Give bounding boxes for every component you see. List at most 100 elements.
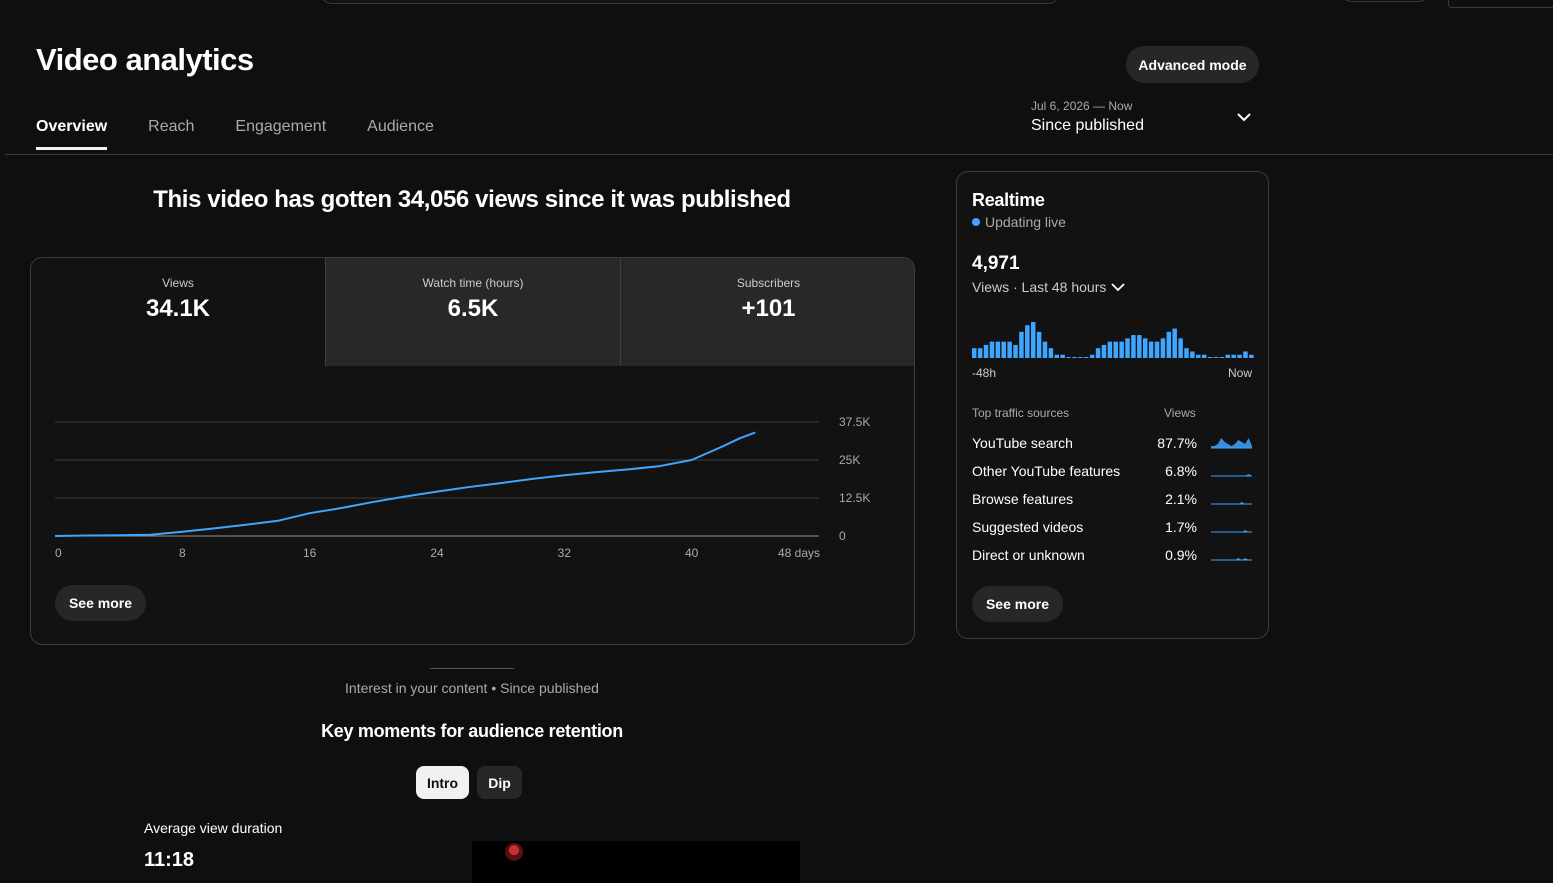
traffic-sources-header: Top traffic sources Views <box>972 406 1255 420</box>
tab-audience[interactable]: Audience <box>367 118 434 135</box>
realtime-bar <box>1113 341 1118 358</box>
traffic-source-percent: 6.8% <box>1165 463 1197 479</box>
realtime-card: Realtime Updating live 4,971 Views · Las… <box>956 171 1269 639</box>
traffic-sparkline <box>1211 474 1252 477</box>
advanced-mode-button[interactable]: Advanced mode <box>1126 46 1259 83</box>
realtime-bar <box>1054 354 1060 358</box>
key-moments-title: Key moments for audience retention <box>321 721 623 741</box>
y-tick-label: 0 <box>839 529 846 543</box>
views-series-line <box>54 431 756 537</box>
traffic-source-name: Browse features <box>972 491 1074 507</box>
traffic-source-row: Direct or unknown 0.9% <box>972 547 1255 567</box>
header-button-secondary[interactable] <box>1448 0 1553 8</box>
realtime-bar <box>1119 341 1124 358</box>
date-range-picker[interactable]: Jul 6, 2026 — Now Since published <box>1031 99 1259 139</box>
metric-tab-subscribers[interactable]: Subscribers +101 <box>620 258 914 366</box>
section-divider <box>430 668 514 669</box>
x-tick-label: 40 <box>685 546 699 560</box>
realtime-bar <box>1060 354 1065 358</box>
chip-intro[interactable]: Intro <box>416 766 469 799</box>
x-tick-label: 48 days <box>778 546 820 560</box>
traffic-sparkline <box>1211 438 1252 449</box>
traffic-source-name: YouTube search <box>972 435 1073 451</box>
date-range-text: Jul 6, 2026 — Now <box>1031 99 1133 113</box>
y-tick-label: 37.5K <box>839 415 870 429</box>
search-bar[interactable] <box>320 0 1060 4</box>
page-title: Video analytics <box>36 42 254 77</box>
traffic-source-row: Suggested videos 1.7% <box>972 519 1255 539</box>
realtime-bar <box>1036 331 1042 358</box>
realtime-bar <box>1231 354 1236 358</box>
realtime-axis-start: -48h <box>972 366 997 380</box>
traffic-sources-title: Top traffic sources <box>972 406 1070 420</box>
channel-logo-icon <box>505 843 523 861</box>
realtime-bar <box>1066 357 1071 358</box>
video-thumbnail[interactable] <box>472 841 800 883</box>
metric-tab-views[interactable]: Views 34.1K <box>31 258 325 366</box>
x-tick-label: 32 <box>558 546 572 560</box>
realtime-bar <box>1042 341 1048 358</box>
traffic-source-row: YouTube search 87.7% <box>972 435 1255 455</box>
live-status: Updating live <box>972 214 1066 230</box>
tab-bar: Overview Reach Engagement Audience <box>36 118 475 150</box>
realtime-bar <box>1125 338 1130 358</box>
y-tick-label: 25K <box>839 453 860 467</box>
traffic-source-row: Browse features 2.1% <box>972 491 1255 511</box>
realtime-bar <box>1201 354 1207 358</box>
traffic-sparkline <box>1211 502 1252 505</box>
metric-value: 6.5K <box>447 295 499 322</box>
realtime-bar <box>1219 357 1225 358</box>
realtime-bar <box>1190 351 1195 358</box>
traffic-source-name: Direct or unknown <box>972 547 1085 563</box>
metric-tab-watch-time[interactable]: Watch time (hours) 6.5K <box>325 258 620 366</box>
traffic-source-percent: 1.7% <box>1165 519 1197 535</box>
header-button[interactable] <box>1340 0 1430 2</box>
realtime-bar <box>1084 357 1089 358</box>
metric-value: +101 <box>741 295 796 322</box>
realtime-bar <box>1007 341 1012 358</box>
realtime-bar <box>1107 341 1113 358</box>
realtime-bar <box>1137 335 1142 358</box>
chip-dip[interactable]: Dip <box>477 766 522 799</box>
realtime-bar <box>1078 357 1083 358</box>
traffic-source-row: Other YouTube features 6.8% <box>972 463 1255 483</box>
chevron-down-icon <box>1111 283 1126 292</box>
metric-label: Views <box>162 276 194 290</box>
interest-caption: Interest in your content • Since publish… <box>345 680 599 696</box>
realtime-bar <box>1237 354 1242 358</box>
realtime-bar <box>1213 357 1219 358</box>
header-divider <box>5 154 1553 155</box>
realtime-bar <box>972 348 977 358</box>
views-line-chart: 0 12.5K 25K 37.5K 0 8 16 24 32 40 48 days <box>54 415 870 560</box>
y-tick-label: 12.5K <box>839 491 870 505</box>
overview-card: Views 34.1K Watch time (hours) 6.5K Subs… <box>30 257 915 645</box>
realtime-bar <box>995 341 1001 358</box>
tab-overview[interactable]: Overview <box>36 118 108 150</box>
realtime-bar <box>977 348 983 358</box>
realtime-see-more-button[interactable]: See more <box>972 586 1063 622</box>
realtime-bar <box>1025 325 1030 358</box>
realtime-bar <box>1154 341 1160 358</box>
realtime-bar <box>1172 328 1177 358</box>
traffic-sparkline <box>1211 530 1252 533</box>
traffic-sparkline <box>1211 558 1252 561</box>
tab-engagement[interactable]: Engagement <box>235 118 327 135</box>
realtime-bar <box>983 344 989 358</box>
traffic-source-name: Other YouTube features <box>972 463 1121 479</box>
realtime-count: 4,971 <box>972 253 1020 274</box>
realtime-bar <box>1243 351 1248 358</box>
metric-value: 34.1K <box>145 295 211 322</box>
realtime-bar <box>1160 338 1166 358</box>
traffic-source-percent: 0.9% <box>1165 547 1197 563</box>
tab-reach[interactable]: Reach <box>148 118 195 135</box>
realtime-bar <box>1030 322 1036 358</box>
traffic-source-name: Suggested videos <box>972 519 1084 535</box>
see-more-button[interactable]: See more <box>55 585 146 621</box>
avg-view-duration-value: 11:18 <box>144 849 195 871</box>
realtime-bar <box>1196 354 1201 358</box>
realtime-period-dropdown[interactable]: Views · Last 48 hours <box>972 279 1126 295</box>
realtime-bar <box>1142 338 1148 358</box>
avg-view-duration-label: Average view duration <box>144 820 283 836</box>
realtime-bar-chart <box>972 322 1254 358</box>
realtime-bar <box>1101 344 1107 358</box>
